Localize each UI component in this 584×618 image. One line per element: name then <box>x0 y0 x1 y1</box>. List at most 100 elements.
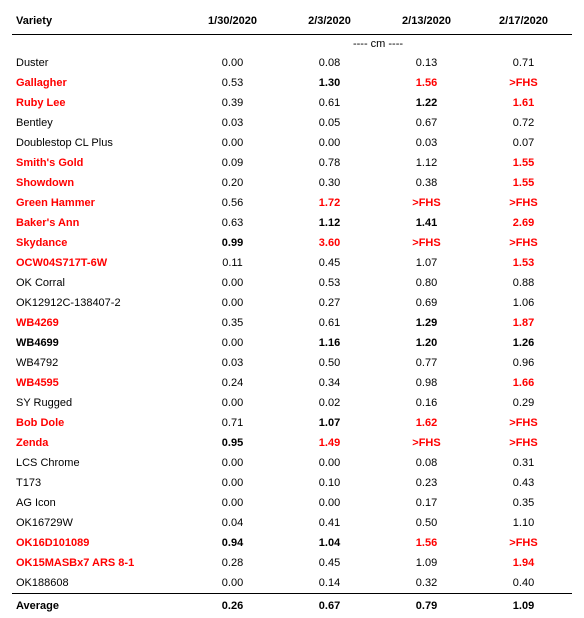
value-cell: 1.07 <box>281 413 378 433</box>
value-cell: 0.61 <box>281 313 378 333</box>
variety-name: SY Rugged <box>12 393 184 413</box>
value-cell: 0.41 <box>281 513 378 533</box>
value-cell: 1.16 <box>281 333 378 353</box>
value-cell: 0.20 <box>184 173 281 193</box>
value-cell: 1.26 <box>475 333 572 353</box>
value-cell: 3.60 <box>281 233 378 253</box>
value-cell: 0.77 <box>378 353 475 373</box>
header-variety: Variety <box>12 8 184 35</box>
value-cell: 0.78 <box>281 153 378 173</box>
value-cell: 1.62 <box>378 413 475 433</box>
value-cell: 1.56 <box>378 533 475 553</box>
value-cell: 0.61 <box>281 93 378 113</box>
value-cell: 0.00 <box>281 453 378 473</box>
variety-name: Zenda <box>12 433 184 453</box>
value-cell: 1.07 <box>378 253 475 273</box>
variety-name: Ruby Lee <box>12 93 184 113</box>
value-cell: 0.63 <box>184 213 281 233</box>
value-cell: 0.67 <box>378 113 475 133</box>
header-date-2: 2/3/2020 <box>281 8 378 35</box>
variety-name: OK12912C-138407-2 <box>12 293 184 313</box>
value-cell: 0.35 <box>475 493 572 513</box>
value-cell: >FHS <box>475 193 572 213</box>
value-cell: >FHS <box>378 433 475 453</box>
value-cell: >FHS <box>475 413 572 433</box>
value-cell: 0.17 <box>378 493 475 513</box>
variety-name: OCW04S717T-6W <box>12 253 184 273</box>
value-cell: 0.00 <box>281 493 378 513</box>
header-date-3: 2/13/2020 <box>378 8 475 35</box>
value-cell: 0.53 <box>281 273 378 293</box>
unit-spacer <box>475 35 572 54</box>
variety-name: OK188608 <box>12 573 184 594</box>
value-cell: 0.00 <box>281 133 378 153</box>
value-cell: 0.08 <box>281 53 378 73</box>
variety-name: Doublestop CL Plus <box>12 133 184 153</box>
value-cell: >FHS <box>378 233 475 253</box>
value-cell: 1.55 <box>475 173 572 193</box>
value-cell: 0.40 <box>475 573 572 594</box>
value-cell: 1.10 <box>475 513 572 533</box>
variety-name: Duster <box>12 53 184 73</box>
variety-name: T173 <box>12 473 184 493</box>
variety-name: Skydance <box>12 233 184 253</box>
variety-name: WB4699 <box>12 333 184 353</box>
value-cell: 1.29 <box>378 313 475 333</box>
value-cell: 0.00 <box>184 53 281 73</box>
value-cell: >FHS <box>475 533 572 553</box>
value-cell: 0.02 <box>281 393 378 413</box>
value-cell: 0.43 <box>475 473 572 493</box>
value-cell: >FHS <box>475 73 572 93</box>
value-cell: 0.39 <box>184 93 281 113</box>
variety-name: Bentley <box>12 113 184 133</box>
value-cell: 0.00 <box>184 453 281 473</box>
variety-name: OK15MASBx7 ARS 8-1 <box>12 553 184 573</box>
value-cell: 0.69 <box>378 293 475 313</box>
variety-name: AG Icon <box>12 493 184 513</box>
unit-label: ---- cm ---- <box>281 35 475 54</box>
value-cell: 0.53 <box>184 73 281 93</box>
value-cell: 1.30 <box>281 73 378 93</box>
value-cell: 0.32 <box>378 573 475 594</box>
value-cell: 1.72 <box>281 193 378 213</box>
variety-name: OK Corral <box>12 273 184 293</box>
value-cell: 0.16 <box>378 393 475 413</box>
value-cell: 0.00 <box>184 393 281 413</box>
value-cell: 0.03 <box>184 353 281 373</box>
value-cell: 0.71 <box>475 53 572 73</box>
unit-spacer <box>184 35 281 54</box>
value-cell: 1.04 <box>281 533 378 553</box>
value-cell: 0.71 <box>184 413 281 433</box>
value-cell: 0.29 <box>475 393 572 413</box>
value-cell: 1.87 <box>475 313 572 333</box>
value-cell: 0.00 <box>184 493 281 513</box>
value-cell: 2.69 <box>475 213 572 233</box>
average-label: Average <box>12 594 184 618</box>
value-cell: 1.55 <box>475 153 572 173</box>
value-cell: 0.00 <box>184 473 281 493</box>
value-cell: 0.00 <box>184 133 281 153</box>
value-cell: 1.94 <box>475 553 572 573</box>
value-cell: 0.50 <box>378 513 475 533</box>
value-cell: 0.00 <box>184 573 281 594</box>
value-cell: 1.09 <box>378 553 475 573</box>
value-cell: 0.45 <box>281 253 378 273</box>
value-cell: 0.98 <box>378 373 475 393</box>
average-row: Average 0.26 0.67 0.79 1.09 <box>12 594 572 618</box>
data-table-container: Variety 1/30/2020 2/3/2020 2/13/2020 2/1… <box>12 8 572 618</box>
value-cell: 0.00 <box>184 293 281 313</box>
value-cell: 1.12 <box>281 213 378 233</box>
